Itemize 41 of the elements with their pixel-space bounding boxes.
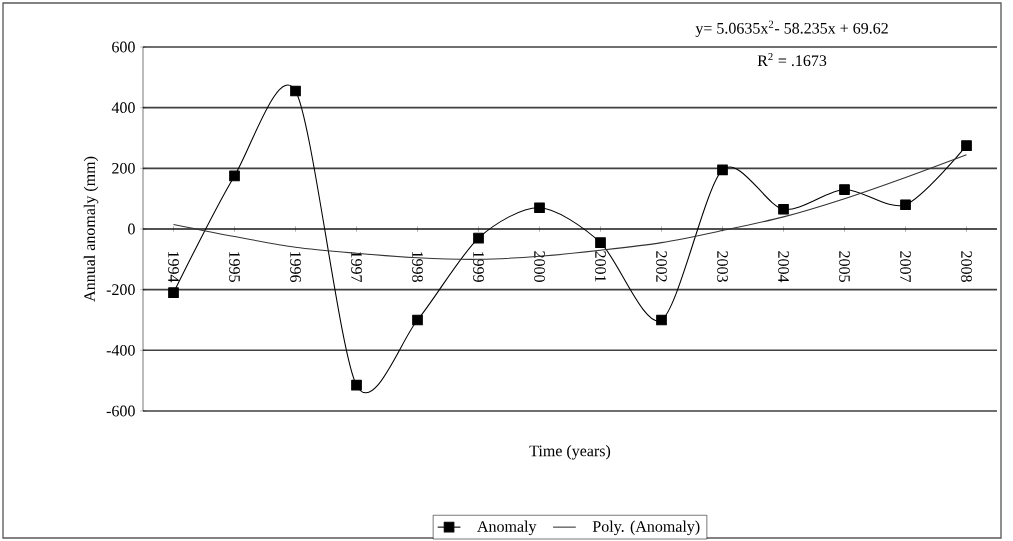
y-tick-label: 400 (111, 102, 135, 114)
annotation: R$^{2}$ = .1673 (757, 53, 827, 67)
x-tick-label: 2008 (961, 251, 972, 282)
point (168, 287, 179, 299)
x-tick-label: 2002 (656, 251, 667, 282)
x-tick-label: 1997 (351, 251, 362, 283)
x-tick-label: 2005 (839, 251, 850, 282)
point (534, 202, 545, 214)
y-tick-label: 600 (112, 41, 135, 53)
point (717, 164, 728, 176)
point (595, 237, 606, 248)
point (229, 170, 240, 182)
x-tick-label: 1995 (229, 251, 240, 282)
point (778, 203, 789, 215)
x-tick-label: 2004 (778, 251, 789, 283)
y-tick-label: -600 (106, 405, 135, 417)
x-axis-title: Time (years) (529, 445, 611, 460)
y-tick-label: -400 (106, 344, 135, 356)
point (351, 379, 362, 391)
point (900, 199, 911, 211)
point (656, 314, 667, 326)
x-tick-label: 1996 (290, 251, 301, 283)
legend-label: Anomaly (477, 520, 537, 536)
legend-label: Poly. (Anomaly) (592, 520, 700, 536)
x-tick-label: 1999 (473, 251, 484, 282)
x-tick-label: 2001 (595, 251, 606, 282)
y-tick-label: 200 (112, 162, 135, 174)
x-tick-label: 2007 (900, 251, 911, 283)
text: y= 5.0635x$^{2}$- 58.235x + 69.62 (695, 20, 888, 37)
y-axis-title: Annual anomaly (mm) (83, 156, 99, 302)
y-tick-label: 0 (128, 223, 135, 235)
x-tick-label: 2000 (534, 251, 545, 282)
point (290, 85, 301, 97)
point (961, 140, 972, 151)
x-tick-label: 1998 (412, 251, 423, 282)
x-tick-label: 2003 (717, 251, 728, 282)
point (412, 314, 423, 326)
y-tick-label: -200 (106, 284, 135, 296)
x-tick-label: 1994 (168, 251, 179, 283)
point (839, 184, 850, 195)
point (473, 232, 484, 244)
